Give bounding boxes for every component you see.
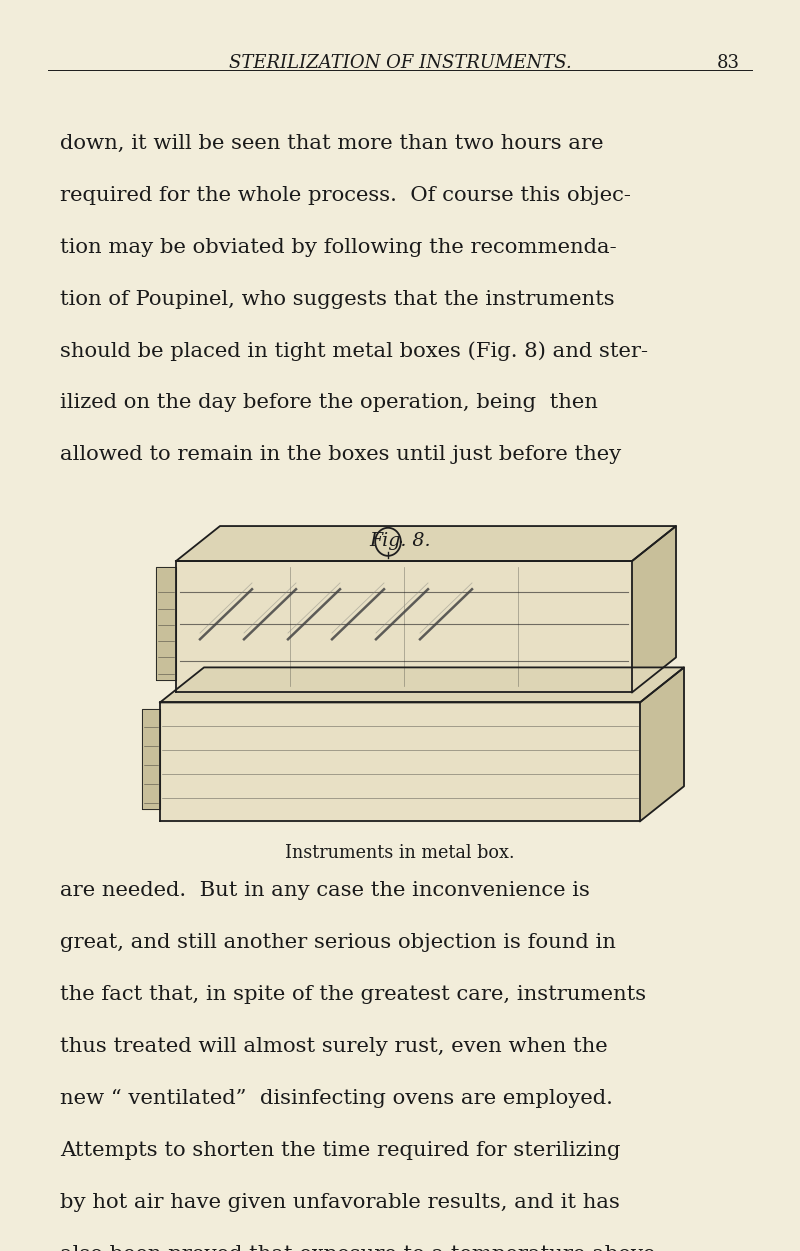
Text: new “ ventilated”  disinfecting ovens are employed.: new “ ventilated” disinfecting ovens are… (60, 1088, 613, 1108)
Text: Fig. 8.: Fig. 8. (370, 533, 430, 550)
Text: allowed to remain in the boxes until just before they: allowed to remain in the boxes until jus… (60, 445, 622, 464)
Text: tion of Poupinel, who suggests that the instruments: tion of Poupinel, who suggests that the … (60, 290, 614, 309)
Polygon shape (156, 568, 176, 681)
Text: are needed.  But in any case the inconvenience is: are needed. But in any case the inconven… (60, 881, 590, 901)
Text: great, and still another serious objection is found in: great, and still another serious objecti… (60, 933, 616, 952)
Text: tion may be obviated by following the recommenda-: tion may be obviated by following the re… (60, 238, 617, 256)
Text: Instruments in metal box.: Instruments in metal box. (286, 843, 514, 862)
Text: the fact that, in spite of the greatest care, instruments: the fact that, in spite of the greatest … (60, 986, 646, 1005)
Text: down, it will be seen that more than two hours are: down, it will be seen that more than two… (60, 134, 603, 153)
Polygon shape (632, 525, 676, 693)
Polygon shape (160, 703, 640, 821)
Polygon shape (142, 708, 160, 808)
Polygon shape (176, 560, 632, 693)
Text: Attempts to shorten the time required for sterilizing: Attempts to shorten the time required fo… (60, 1141, 621, 1160)
Text: required for the whole process.  Of course this objec-: required for the whole process. Of cours… (60, 186, 631, 205)
Text: should be placed in tight metal boxes (Fig. 8) and ster-: should be placed in tight metal boxes (F… (60, 342, 648, 362)
Text: also been proved that exposure to a temperature above: also been proved that exposure to a temp… (60, 1245, 655, 1251)
Text: ilized on the day before the operation, being  then: ilized on the day before the operation, … (60, 393, 598, 413)
Text: 83: 83 (717, 54, 740, 71)
Text: by hot air have given unfavorable results, and it has: by hot air have given unfavorable result… (60, 1193, 620, 1212)
Text: STERILIZATION OF INSTRUMENTS.: STERILIZATION OF INSTRUMENTS. (229, 54, 571, 71)
Polygon shape (640, 668, 684, 821)
Text: thus treated will almost surely rust, even when the: thus treated will almost surely rust, ev… (60, 1037, 608, 1056)
Polygon shape (176, 525, 676, 560)
Polygon shape (160, 668, 684, 703)
